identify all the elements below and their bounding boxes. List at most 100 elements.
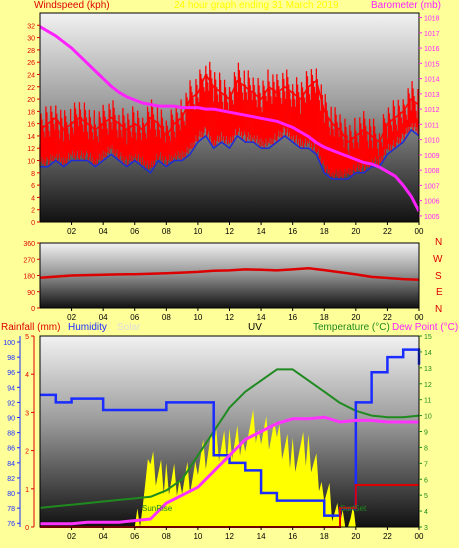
windspeed-axis-ytick-label: 24 [27,72,35,79]
windspeed-axis-ytick-label: 18 [27,109,35,116]
gust-line [39,73,420,143]
humidity-line [40,348,421,517]
windspeed-axis-ytick-label: 14 [27,134,35,141]
direction-panel-xtick-label: 22 [383,313,392,322]
direction-panel-xtick-label: 12 [225,313,234,322]
direction-panel-xtick-label: 10 [193,313,202,322]
direction-axis-ytick-label: 180 [23,274,35,281]
wind-panel-xtick-label: 02 [67,227,76,236]
wind-panel-xtick-label: 16 [288,227,297,236]
windspeed-axis-ytick-label: 0 [31,220,35,227]
barometer-axis-ytick-label: 1011 [424,122,439,129]
humidity-axis-ytick-label: 78 [7,506,15,513]
barometer-axis-ytick-label: 1007 [424,183,440,190]
humidity-axis-ytick-label: 90 [7,416,15,423]
solar-title: Solar [117,322,141,333]
rainfall-axis-ytick-label: 2 [25,449,29,456]
barometer-axis-ytick-label: 1008 [424,168,440,175]
temperature-axis-ytick-label: 11 [424,398,431,405]
compass-n-top: N [435,237,443,248]
climate-panel-xtick-label: 14 [257,532,266,541]
climate-panel-xtick-label: 02 [67,532,76,541]
humidity-axis-ytick-label: 76 [7,521,15,528]
compass-e: E [436,287,443,298]
climate-panel-xtick-label: 04 [99,532,108,541]
direction-axis-ytick-label: 90 [27,290,35,297]
temperature-title: Temperature (°C) [313,322,390,333]
temperature-axis-ytick-label: 5 [424,493,428,500]
wind-panel-xtick-label: 12 [225,227,234,236]
windspeed-axis-ytick-label: 28 [27,48,35,55]
barometer-axis-ytick-label: 1017 [424,31,440,38]
windspeed-axis-ytick-label: 22 [27,85,35,92]
barometer-axis-ytick-label: 1015 [424,61,440,68]
barometer-axis-ytick-label: 1010 [424,138,440,145]
direction-panel-xtick-label: 08 [162,313,171,322]
temperature-axis-ytick-label: 15 [424,334,432,341]
rainfall-title: Rainfall (mm) [1,322,61,333]
wind-direction-line [39,267,420,282]
humidity-title: Humidity [68,322,107,333]
windspeed-axis-ytick-label: 6 [31,183,35,190]
average-wind-line [40,129,420,180]
direction-panel-xtick-label: 18 [320,313,329,322]
direction-panel-xtick-label: 02 [67,313,76,322]
windspeed-axis-ytick-label: 20 [27,97,35,104]
windspeed-title: Windspeed (kph) [34,0,110,11]
windspeed-axis-ytick-label: 4 [31,195,35,202]
wind-panel-xtick-label: 14 [257,227,266,236]
windspeed-axis-ytick-label: 8 [31,171,35,178]
wind-panel-xtick-label: 08 [162,227,171,236]
wind-panel-xtick-label: 04 [99,227,108,236]
climate-panel-xtick-label: 16 [288,532,297,541]
windspeed-axis-ytick-label: 32 [27,23,35,30]
humidity-axis-ytick-label: 80 [7,491,15,498]
direction-panel-xtick-label: 20 [351,313,360,322]
rainfall-axis-ytick-label: 5 [25,334,29,341]
temperature-axis-ytick-label: 9 [424,430,428,437]
solar-area [40,409,419,527]
humidity-axis-ytick-label: 98 [7,355,15,362]
compass-n-bottom: N [435,304,443,315]
wind-panel-xtick-label: 10 [193,227,202,236]
rainfall-axis-ytick-label: 4 [25,372,29,379]
windspeed-axis-ytick-label: 2 [31,208,35,215]
barometer-axis-ytick-label: 1009 [424,153,440,160]
dewpoint-title: Dew Point (°C) [392,322,459,333]
temperature-axis-ytick-label: 8 [424,445,428,452]
graph-date-title: 24 hour graph ending 31 March 2019 [174,0,339,11]
humidity-axis-ytick-label: 82 [7,476,15,483]
temperature-axis-ytick-label: 10 [424,414,432,421]
barometer-line [39,25,421,212]
windspeed-axis-ytick-label: 16 [27,122,35,129]
climate-panel-xtick-label: 18 [320,532,329,541]
direction-panel-xtick-label: 06 [130,313,139,322]
sunset-label: SunSet [340,504,367,513]
climate-panel-xtick-label: 22 [383,532,392,541]
compass-s: S [435,271,442,282]
barometer-axis-ytick-label: 1018 [424,16,440,23]
windspeed-axis-ytick-label: 30 [27,36,35,43]
climate-panel-xtick-label: 00 [415,532,424,541]
wind-panel-xtick-label: 20 [351,227,360,236]
temperature-axis-ytick-label: 6 [424,477,428,484]
humidity-axis-ytick-label: 84 [7,461,15,468]
temperature-axis-ytick-label: 3 [424,525,428,532]
humidity-axis-ytick-label: 100 [3,340,15,347]
barometer-axis-ytick-label: 1005 [424,214,440,221]
direction-panel-xtick-label: 04 [99,313,108,322]
wind-panel-titles: Windspeed (kph) 24 hour graph ending 31 … [0,0,459,14]
barometer-axis-ytick-label: 1012 [424,107,440,114]
direction-panel-xtick-label: 16 [288,313,297,322]
temperature-axis-ytick-label: 14 [424,350,432,357]
rainfall-axis-ytick-label: 0 [25,525,29,532]
climate-panel-xtick-label: 10 [193,532,202,541]
humidity-axis-ytick-label: 86 [7,446,15,453]
wind-panel-xtick-label: 22 [383,227,392,236]
temperature-axis-ytick-label: 13 [424,366,432,373]
compass-w: W [433,254,443,265]
sunrise-label: SunRise [142,504,173,513]
wind-panel-xtick-label: 06 [130,227,139,236]
